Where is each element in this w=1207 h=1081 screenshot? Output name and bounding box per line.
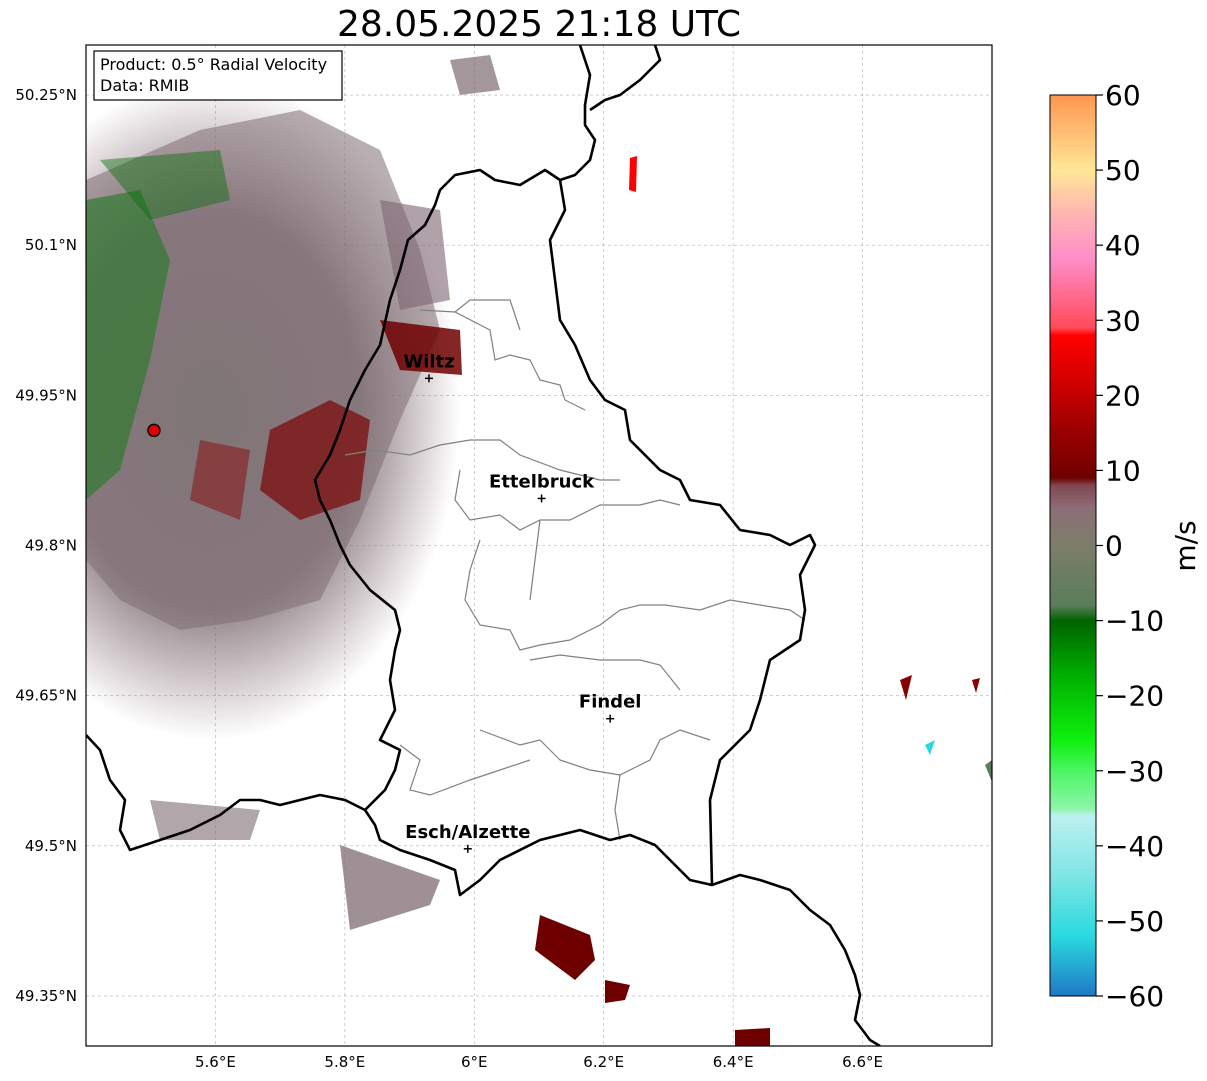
canton-border-capellen <box>399 744 531 796</box>
colorbar-tick-label: −50 <box>1105 905 1164 938</box>
city-markers: Wiltz Ettelbruck Findel Esch/Alzette <box>403 351 642 853</box>
colorbar-tick-label: −30 <box>1105 755 1164 788</box>
longitude-tick-labels: 5.6°E 5.8°E 6°E 6.2°E 6.4°E 6.6°E <box>195 1053 883 1071</box>
colorbar-tick-label: −60 <box>1105 980 1164 1013</box>
colorbar-tick-label: 60 <box>1105 79 1141 112</box>
colorbar: 60 50 40 30 20 10 0 −10 −20 −30 −40 −50 −60 m/s <box>1049 79 1202 1013</box>
city-label: Esch/Alzette <box>405 822 530 843</box>
x-tick-label: 6.4°E <box>713 1053 754 1071</box>
germany-border-north <box>559 45 597 182</box>
colorbar-tick-label: 0 <box>1105 530 1123 563</box>
colorbar-unit-label: m/s <box>1169 520 1202 571</box>
echo-inbound-north <box>100 150 230 220</box>
colorbar-tick-label: 30 <box>1105 304 1141 337</box>
canton-border-central <box>529 519 541 601</box>
x-tick-label: 5.6°E <box>195 1053 236 1071</box>
y-tick-label: 49.5°N <box>25 837 77 855</box>
echo-far-east-4 <box>985 760 992 782</box>
country-borders <box>86 45 881 1046</box>
y-tick-label: 49.95°N <box>15 386 77 404</box>
echo-cell-southeast-2 <box>605 980 630 1003</box>
info-box: Product: 0.5° Radial Velocity Data: RMIB <box>93 50 343 101</box>
echo-wiltz-cell <box>380 320 462 375</box>
france-germany-border <box>711 873 881 1046</box>
echo-north-edge <box>450 55 500 95</box>
echo-outbound-core <box>260 400 370 520</box>
colorbar-tick-label: 50 <box>1105 154 1141 187</box>
colorbar-tick-label: 40 <box>1105 229 1141 262</box>
map-frame <box>85 44 993 1047</box>
echo-cell-southeast-1 <box>535 915 595 980</box>
echo-outbound-south <box>190 440 250 520</box>
canton-boundaries <box>344 299 806 841</box>
echo-far-east-1 <box>900 675 912 700</box>
city-label: Ettelbruck <box>489 471 595 492</box>
canton-border-wiltz <box>419 309 586 411</box>
radar-velocity-field <box>86 55 992 1046</box>
y-tick-label: 49.65°N <box>15 687 77 705</box>
luxembourg-border <box>313 168 817 897</box>
x-tick-label: 6°E <box>461 1053 488 1071</box>
info-product-text: Product: 0.5° Radial Velocity <box>100 55 327 74</box>
map-area: Wiltz Ettelbruck Findel Esch/Alzette <box>86 45 992 1046</box>
colorbar-tick-label: 10 <box>1105 454 1141 487</box>
info-box-frame <box>93 50 343 101</box>
echo-inbound-west <box>86 190 170 500</box>
echo-southern-band <box>340 845 440 930</box>
canton-border-diekirch <box>344 439 620 481</box>
y-tick-label: 49.8°N <box>25 537 77 555</box>
city-label: Wiltz <box>403 351 454 372</box>
y-tick-label: 50.25°N <box>15 86 77 104</box>
echo-cell-southeast-3 <box>735 1028 770 1046</box>
canton-border-grevenmacher <box>664 599 806 621</box>
x-tick-label: 6.6°E <box>842 1053 883 1071</box>
canton-border-clervaux <box>454 299 521 331</box>
radar-site-marker <box>147 423 161 438</box>
x-tick-label: 5.8°E <box>324 1053 365 1071</box>
colorbar-tick-label: 20 <box>1105 379 1141 412</box>
colorbar-scale <box>1049 94 1097 997</box>
city-label: Findel <box>579 692 642 713</box>
latitude-tick-labels: 50.25°N 50.1°N 49.95°N 49.8°N 49.65°N 49.5°N 4… <box>15 86 77 1005</box>
echo-far-east-3 <box>925 740 935 755</box>
colorbar-tick-label: −40 <box>1105 830 1164 863</box>
map-title: 28.05.2025 21:18 UTC <box>336 4 742 45</box>
echo-far-east-2 <box>972 678 980 693</box>
y-tick-label: 49.35°N <box>15 987 77 1005</box>
canton-border-luxembourg-south <box>479 729 711 776</box>
colorbar-tick-labels: 60 50 40 30 20 10 0 −10 −20 −30 −40 −50 −60 <box>1096 79 1164 1013</box>
info-data-text: Data: RMIB <box>100 76 189 95</box>
belgium-france-border <box>86 734 366 852</box>
x-tick-label: 6.2°E <box>583 1053 624 1071</box>
echo-northeast <box>380 200 450 310</box>
y-tick-label: 50.1°N <box>25 236 77 254</box>
echo-southwest-band <box>150 800 260 840</box>
colorbar-tick-label: −10 <box>1105 605 1164 638</box>
canton-border-mersch-south <box>464 539 665 651</box>
germany-border-northeast <box>589 45 662 112</box>
echo-north-streak <box>629 156 637 192</box>
colorbar-tick-label: −20 <box>1105 680 1164 713</box>
canton-border-luxembourg-north <box>529 654 681 691</box>
canton-border-esch <box>614 774 621 841</box>
